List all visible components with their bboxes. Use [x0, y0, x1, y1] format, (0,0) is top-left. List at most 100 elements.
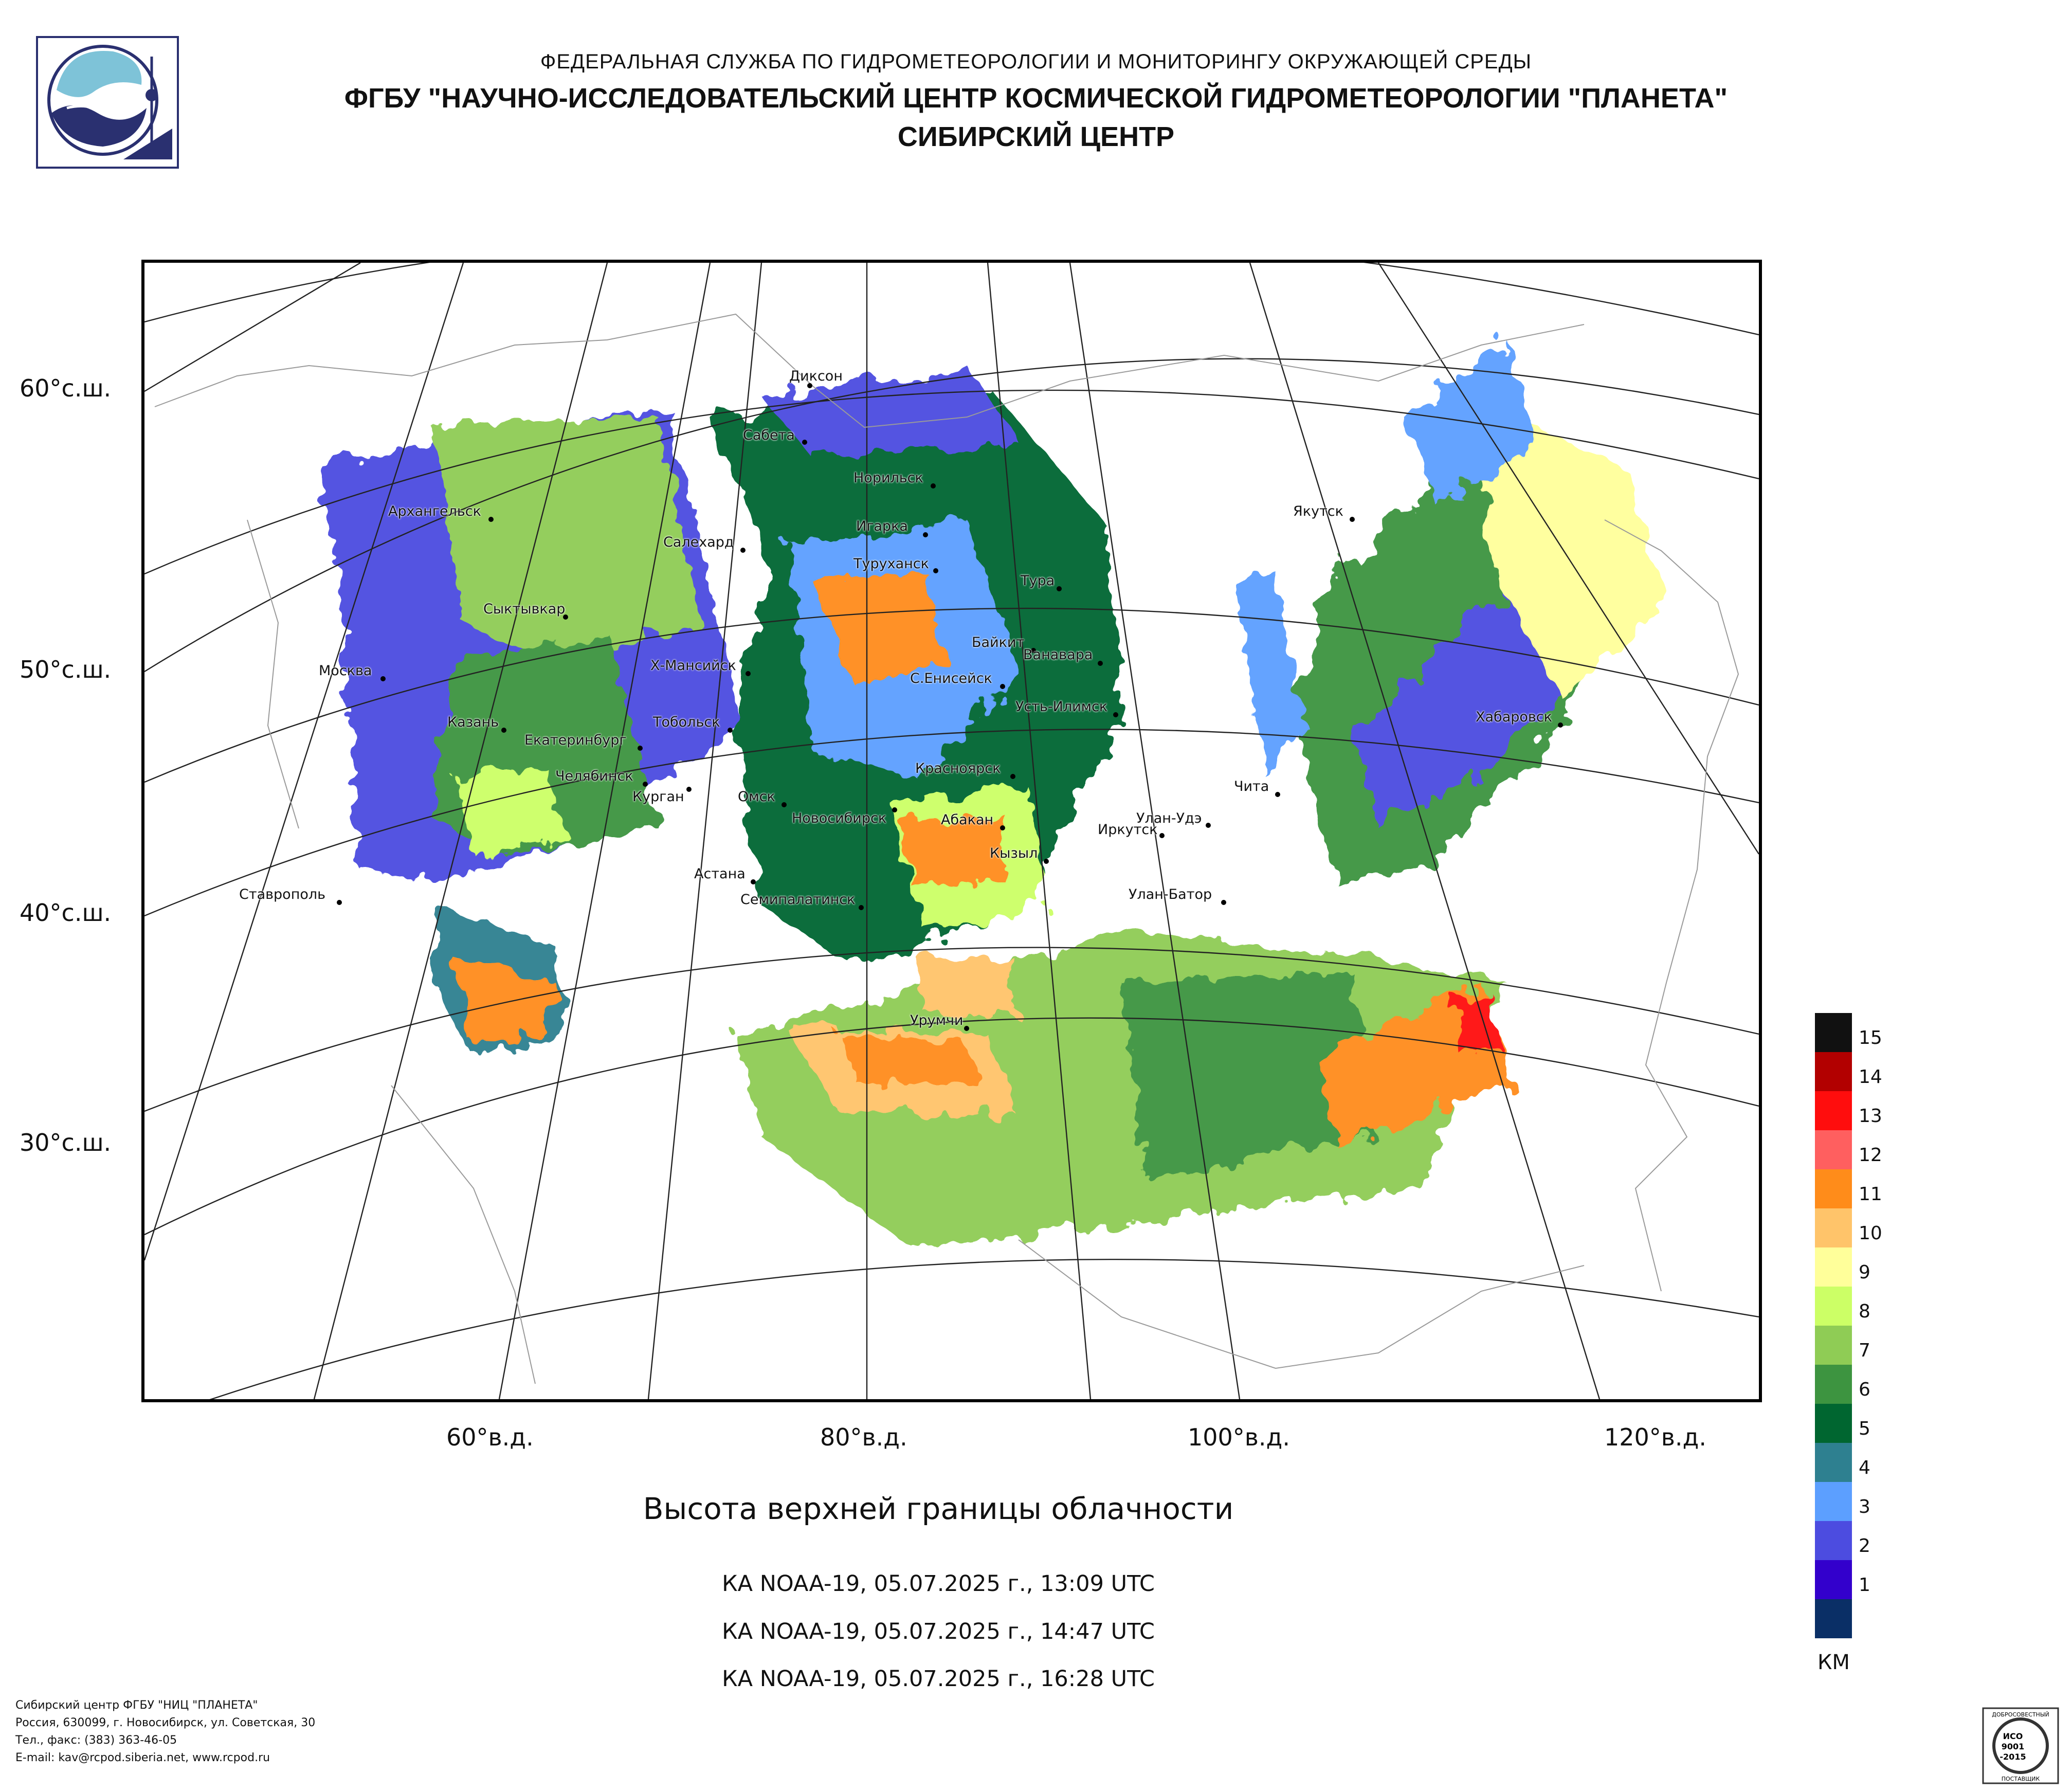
city-label: Ставрополь [239, 887, 326, 902]
iso-certificate-badge: ДОБРОСОВЕСТНЫЙ ИСО 9001 -2015 ПОСТАВЩИК [1982, 1707, 2059, 1784]
city-marker [781, 802, 787, 807]
footer-line: E-mail: kav@rcpod.siberia.net, www.rcpod… [15, 1751, 270, 1764]
city-marker [1558, 722, 1563, 728]
lat-label-30: 30°с.ш. [20, 1129, 112, 1156]
city-label: Байкит [972, 635, 1025, 650]
city-marker [751, 879, 756, 884]
city-marker [1000, 684, 1005, 689]
footer-line: Россия, 630099, г. Новосибирск, ул. Сове… [15, 1716, 316, 1729]
city-label: Сыктывкар [483, 601, 566, 617]
footer-line: Тел., факс: (383) 363-46-05 [15, 1734, 177, 1747]
city-label: Абакан [941, 812, 994, 828]
city-marker [802, 440, 807, 445]
city-marker [1057, 586, 1062, 591]
legend-swatch [1815, 1326, 1852, 1365]
map-title: Высота верхней границы облачности [643, 1491, 1234, 1526]
legend-level-label: 1 [1859, 1575, 1870, 1596]
city-label: Тобольск [653, 714, 720, 730]
lon-label-120: 120°в.д. [1604, 1423, 1706, 1451]
city-label: Омск [738, 789, 775, 805]
city-label: Екатеринбург [524, 732, 627, 748]
city-marker [1044, 859, 1049, 864]
legend-swatch [1815, 1404, 1852, 1443]
agency-line: ФЕДЕРАЛЬНАЯ СЛУЖБА ПО ГИДРОМЕТЕОРОЛОГИИ … [540, 50, 1532, 73]
legend-swatch [1815, 1169, 1852, 1208]
city-marker [1275, 792, 1280, 797]
legend-swatch [1815, 1365, 1852, 1404]
institute-line: ФГБУ "НАУЧНО-ИССЛЕДОВАТЕЛЬСКИЙ ЦЕНТР КОС… [344, 83, 1728, 114]
city-marker [563, 614, 568, 620]
center-line: СИБИРСКИЙ ЦЕНТР [897, 121, 1175, 152]
footer-line: Сибирский центр ФГБУ "НИЦ "ПЛАНЕТА" [15, 1699, 258, 1712]
city-marker [807, 383, 812, 388]
city-label: Астана [694, 866, 746, 882]
city-label: Новосибирск [792, 810, 887, 826]
legend-level-label: 7 [1859, 1340, 1870, 1361]
city-label: Норильск [853, 470, 923, 486]
legend-level-label: 13 [1859, 1106, 1882, 1127]
legend-level-label: 6 [1859, 1379, 1870, 1400]
city-label: Урумчи [910, 1012, 964, 1028]
city-label: Красноярск [915, 761, 1001, 776]
city-label: Усть-Илимск [1015, 699, 1108, 715]
cloud-top-map [141, 260, 1762, 1402]
city-label: Ванавара [1023, 647, 1093, 663]
legend-swatch [1815, 1013, 1852, 1052]
cert-bottom: ПОСТАВЩИК [2002, 1776, 2040, 1782]
city-label: Чита [1234, 779, 1269, 794]
planeta-logo [36, 36, 179, 169]
legend-level-label: 5 [1859, 1418, 1870, 1439]
city-marker [1000, 825, 1005, 830]
city-label: Архангельск [388, 503, 481, 519]
cert-top: ДОБРОСОВЕСТНЫЙ [1992, 1711, 2049, 1718]
legend-swatch [1815, 1130, 1852, 1169]
legend-level-label: 11 [1859, 1184, 1882, 1205]
city-label: Хабаровск [1476, 709, 1552, 725]
city-marker [964, 1026, 969, 1031]
city-marker [931, 483, 936, 489]
city-label: Казань [447, 714, 499, 730]
pass-1: КА NOAA-19, 05.07.2025 г., 13:09 UTC [722, 1571, 1155, 1597]
city-label: Х-Мансийск [650, 658, 736, 674]
city-label: Игарка [856, 518, 908, 534]
legend-unit: КМ [1817, 1651, 1850, 1674]
legend-swatch [1815, 1247, 1852, 1287]
legend-swatch [1815, 1091, 1852, 1130]
pass-2: КА NOAA-19, 05.07.2025 г., 14:47 UTC [722, 1619, 1155, 1644]
city-marker [1010, 774, 1015, 779]
legend-level-label: 12 [1859, 1145, 1882, 1166]
city-label: Иркутск [1098, 822, 1158, 838]
lon-label-80: 80°в.д. [820, 1423, 907, 1451]
city-marker [638, 746, 643, 751]
city-marker [337, 900, 342, 905]
city-label: Салехард [663, 534, 734, 550]
coastlines [154, 313, 1739, 1384]
city-label: Якутск [1293, 503, 1343, 519]
city-label: Челябинск [555, 768, 633, 784]
city-marker [686, 787, 692, 792]
city-marker [1098, 661, 1103, 666]
city-marker [1206, 823, 1211, 828]
lat-label-40: 40°с.ш. [20, 899, 112, 927]
city-label: Улан-Удэ [1136, 810, 1202, 826]
city-marker [1159, 833, 1165, 838]
legend-swatch [1815, 1052, 1852, 1091]
legend-swatch [1815, 1560, 1852, 1599]
legend-level-label: 3 [1859, 1496, 1870, 1517]
legend-level-label: 8 [1859, 1301, 1870, 1322]
cert-mid1: ИСО [2003, 1731, 2023, 1741]
legend-level-label: 9 [1859, 1262, 1870, 1283]
footer-contacts: Сибирский центр ФГБУ "НИЦ "ПЛАНЕТА" Росс… [15, 1697, 315, 1767]
city-marker [933, 568, 938, 573]
legend-swatch [1815, 1521, 1852, 1560]
city-marker [740, 548, 746, 553]
legend-level-label: 10 [1859, 1223, 1882, 1244]
city-marker [923, 532, 928, 537]
legend-swatch [1815, 1443, 1852, 1482]
city-marker [488, 517, 494, 522]
cloud-field [319, 340, 1666, 1250]
pass-3: КА NOAA-19, 05.07.2025 г., 16:28 UTC [722, 1666, 1155, 1692]
city-marker [1113, 712, 1118, 717]
city-label: Кызыл [990, 845, 1038, 861]
city-label: Туруханск [853, 556, 929, 572]
